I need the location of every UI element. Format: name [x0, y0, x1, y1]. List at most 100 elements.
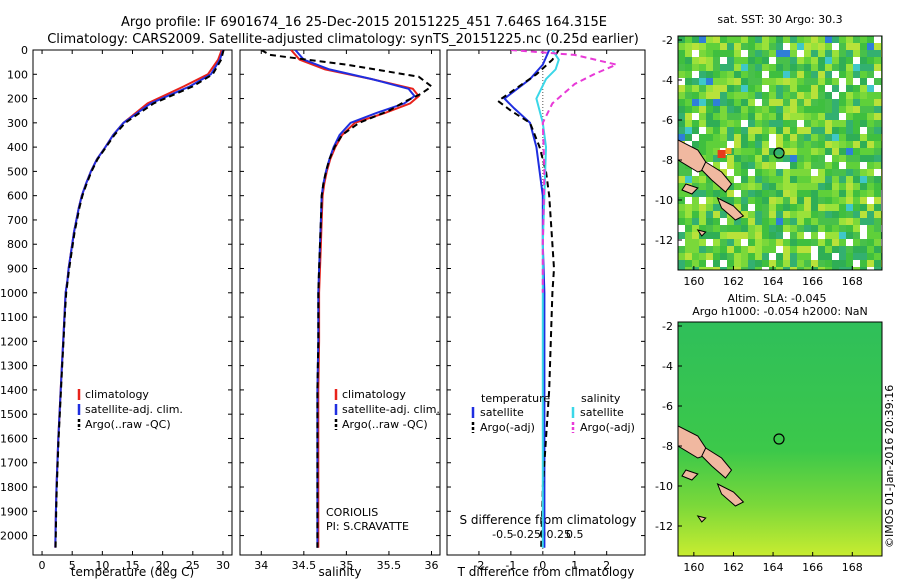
sst-cell: [811, 267, 818, 270]
sst-cell: [727, 127, 734, 134]
sst-cell: [860, 50, 867, 57]
sst-cell: [706, 43, 713, 50]
sst-cell: [797, 260, 804, 267]
sst-cell: [825, 120, 832, 127]
sst-cell: [867, 169, 874, 176]
sst-map-field: [678, 36, 882, 270]
sst-cell: [804, 155, 811, 162]
sst-cell: [692, 99, 699, 106]
sst-cell: [797, 120, 804, 127]
sst-cell: [860, 239, 867, 246]
sst-cell: [769, 232, 776, 239]
sst-cell: [755, 134, 762, 141]
sst-cell: [804, 211, 811, 218]
sst-cell: [755, 239, 762, 246]
sst-cell: [874, 106, 881, 113]
sst-cell: [713, 92, 720, 99]
x-axis-label: T difference from climatology: [457, 565, 635, 579]
sst-cell: [811, 225, 818, 232]
sst-cell: [825, 225, 832, 232]
sst-cell: [685, 36, 692, 43]
sst-cell: [790, 99, 797, 106]
sst-cell: [727, 64, 734, 71]
sst-map-frame: [677, 35, 883, 271]
sst-cell: [783, 162, 790, 169]
sst-cell: [853, 211, 860, 218]
sst-cell: [860, 92, 867, 99]
sst-cell: [797, 36, 804, 43]
sst-cell: [685, 134, 692, 141]
sst-cell: [713, 239, 720, 246]
map-x-tick-label: 168: [842, 275, 863, 288]
sst-cell: [839, 141, 846, 148]
sst-cell: [748, 267, 755, 270]
map-y-tick-label: -2: [662, 34, 673, 47]
sst-cell: [853, 204, 860, 211]
sst-cell: [678, 162, 685, 169]
sst-cell: [846, 197, 853, 204]
sst-cell: [853, 43, 860, 50]
sst-cell: [853, 92, 860, 99]
sst-cell: [678, 71, 685, 78]
sst-cell: [783, 120, 790, 127]
sst-cell: [867, 71, 874, 78]
sst-cell: [860, 148, 867, 155]
sst-cell: [713, 246, 720, 253]
sst-cell: [769, 211, 776, 218]
sst-cell: [797, 176, 804, 183]
sst-cell: [846, 92, 853, 99]
sst-cell: [832, 204, 839, 211]
sst-cell: [720, 267, 727, 270]
sst-cell: [860, 134, 867, 141]
map-x-tick-label: 162: [723, 561, 744, 574]
sst-cell: [706, 78, 713, 85]
sst-cell: [692, 78, 699, 85]
island-shape: [681, 183, 699, 195]
sst-cell: [776, 43, 783, 50]
sst-cell: [762, 267, 769, 270]
sst-cell: [720, 246, 727, 253]
sst-cell: [783, 239, 790, 246]
sst-cell: [832, 218, 839, 225]
sst-cell: [832, 141, 839, 148]
sst-cell: [741, 232, 748, 239]
sst-cell: [839, 127, 846, 134]
sst-cell: [769, 106, 776, 113]
sst-cell: [874, 57, 881, 64]
series-line-argo-raw-qc-: [54, 50, 225, 548]
sst-cell: [811, 155, 818, 162]
sst-cell: [685, 190, 692, 197]
sst-cell: [727, 141, 734, 148]
sst-cell: [874, 134, 881, 141]
sst-cell: [692, 246, 699, 253]
sst-cell: [783, 92, 790, 99]
sst-cell: [804, 239, 811, 246]
argo-position-marker: [773, 147, 785, 159]
sst-cell: [846, 253, 853, 260]
x-tick-label: 30: [216, 559, 230, 572]
map-x-tick-label: 164: [763, 561, 784, 574]
sst-cell: [853, 253, 860, 260]
sst-cell: [769, 85, 776, 92]
sst-cell: [853, 176, 860, 183]
sst-cell: [748, 50, 755, 57]
sst-cell: [853, 134, 860, 141]
sst-cell: [797, 218, 804, 225]
sst-cell: [678, 64, 685, 71]
sst-cell: [804, 169, 811, 176]
sst-cell: [811, 85, 818, 92]
sst-cell: [832, 239, 839, 246]
legend-label: climatology: [85, 388, 149, 401]
sst-warm-cell: [725, 148, 732, 154]
sst-cell: [867, 155, 874, 162]
sst-cell: [797, 43, 804, 50]
sst-cell: [769, 92, 776, 99]
sst-cell: [874, 155, 881, 162]
sst-cell: [825, 232, 832, 239]
sst-cell: [811, 169, 818, 176]
sst-cell: [825, 162, 832, 169]
top-tick-label: 0.25: [547, 528, 572, 541]
sst-cell: [720, 162, 727, 169]
sst-cell: [853, 190, 860, 197]
sst-cell: [846, 99, 853, 106]
